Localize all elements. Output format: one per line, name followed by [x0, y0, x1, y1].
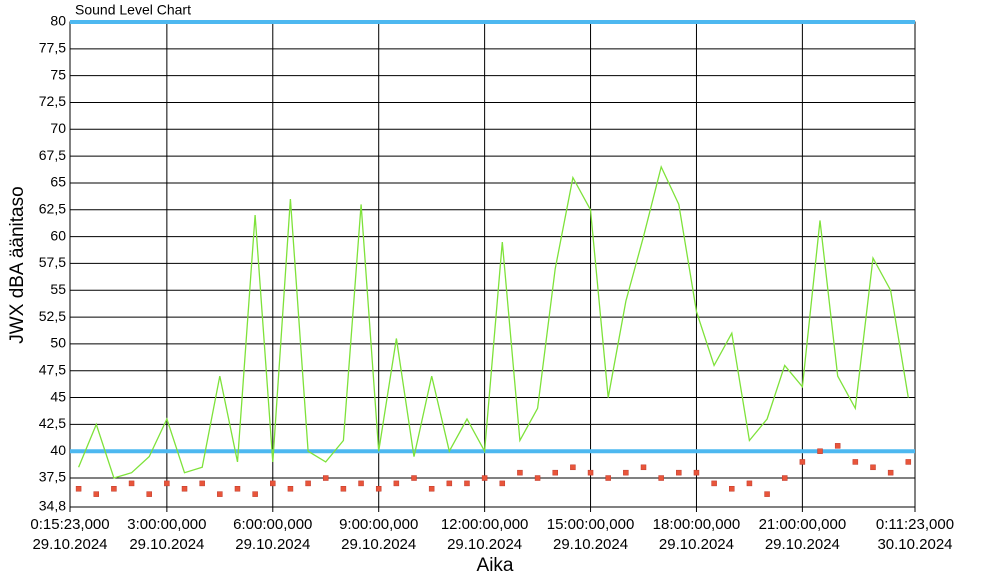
y-tick-label: 37,5 [39, 469, 66, 485]
x-tick-label: 15:00:00,000 [547, 516, 635, 533]
marker [270, 480, 276, 487]
marker [852, 459, 859, 465]
y-tick-label: 52,5 [39, 308, 66, 324]
marker [93, 491, 100, 497]
marker [146, 491, 152, 497]
plot-area [69, 21, 916, 508]
marker [199, 480, 205, 487]
y-tick-label: 62,5 [39, 200, 66, 216]
marker [217, 491, 223, 497]
marker [693, 469, 700, 476]
marker [870, 464, 876, 471]
marker [799, 459, 806, 465]
marker [746, 480, 753, 487]
marker [234, 486, 241, 492]
data-line [77, 164, 909, 479]
x-tick-label: 0:11:23,000 [876, 516, 954, 533]
y-tick-label: 45 [50, 388, 66, 404]
marker [658, 475, 664, 481]
marker [711, 480, 717, 487]
marker [781, 475, 788, 481]
y-tick-label: 70 [50, 120, 66, 136]
y-tick-label: 40 [50, 442, 66, 458]
marker [587, 469, 594, 476]
x-tick-label: 29.10.2024 [129, 536, 204, 553]
marker [428, 486, 435, 492]
x-tick-label: 12:00:00,000 [441, 516, 529, 533]
y-tick-label: 65 [50, 174, 66, 190]
y-tick-label: 47,5 [39, 361, 66, 377]
marker [517, 469, 523, 476]
x-tick-label: 29.10.2024 [341, 536, 416, 553]
y-axis-title: JWX dBA äänitaso [7, 186, 28, 343]
marker [676, 469, 682, 476]
marker [358, 480, 364, 487]
marker [887, 469, 894, 476]
y-tick-label: 42,5 [39, 415, 66, 431]
x-tick-label: 30.10.2024 [877, 536, 952, 553]
x-tick-label: 29.10.2024 [447, 536, 522, 553]
marker [623, 469, 629, 476]
y-tick-label: 60 [50, 227, 66, 243]
y-tick-label: 75 [50, 66, 66, 82]
marker [181, 486, 188, 492]
y-tick-label: 67,5 [39, 147, 66, 163]
marker [111, 486, 117, 492]
marker [375, 486, 382, 492]
marker [834, 443, 841, 449]
marker [905, 459, 912, 465]
x-tick-label: 0:15:23,000 [30, 516, 109, 533]
marker [305, 480, 311, 487]
x-tick-label: 29.10.2024 [659, 536, 734, 553]
marker [252, 491, 258, 497]
marker [446, 480, 453, 487]
marker [552, 469, 558, 476]
marker [817, 448, 823, 454]
marker [75, 486, 82, 492]
y-tick-label: 50 [50, 335, 66, 351]
y-tick-label: 34,8 [39, 498, 66, 514]
x-tick-label: 29.10.2024 [235, 536, 310, 553]
marker [729, 486, 735, 492]
marker [481, 475, 488, 481]
marker [164, 480, 170, 487]
marker [640, 464, 647, 471]
x-tick-label: 18:00:00,000 [653, 516, 741, 533]
marker [499, 480, 506, 487]
marker [411, 475, 417, 481]
chart-title: Sound Level Chart [75, 2, 191, 18]
x-tick-label: 29.10.2024 [553, 536, 628, 553]
marker [764, 491, 770, 497]
x-tick-label: 21:00:00,000 [759, 516, 847, 533]
marker [287, 486, 294, 492]
y-tick-label: 77,5 [39, 40, 66, 56]
marker [605, 475, 611, 481]
marker [322, 475, 329, 481]
x-tick-label: 6:00:00,000 [233, 516, 312, 533]
marker [393, 480, 400, 487]
marker [570, 464, 576, 471]
x-axis-title: Aika [477, 555, 514, 576]
marker [340, 486, 347, 492]
y-tick-label: 80 [50, 13, 66, 29]
marker [534, 475, 541, 481]
x-tick-label: 29.10.2024 [765, 536, 840, 553]
x-tick-label: 29.10.2024 [32, 536, 107, 553]
marker [128, 480, 135, 487]
y-tick-label: 72,5 [39, 93, 66, 109]
x-tick-label: 3:00:00,000 [127, 516, 206, 533]
y-tick-label: 55 [50, 281, 66, 297]
marker [464, 480, 470, 487]
y-tick-label: 57,5 [39, 254, 66, 270]
x-tick-label: 9:00:00,000 [339, 516, 418, 533]
